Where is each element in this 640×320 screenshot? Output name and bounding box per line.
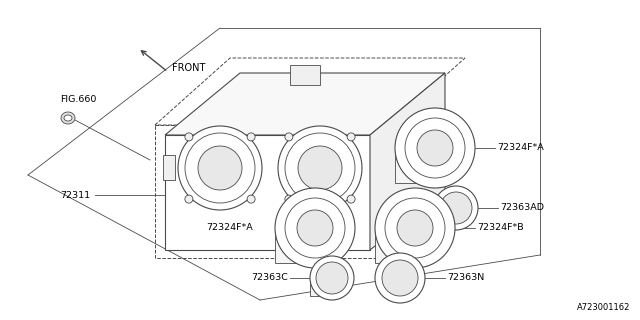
Ellipse shape (247, 195, 255, 203)
Ellipse shape (298, 146, 342, 190)
Ellipse shape (316, 262, 348, 294)
Bar (275, 228, 315, 263)
Ellipse shape (285, 195, 293, 203)
Ellipse shape (347, 133, 355, 141)
Ellipse shape (64, 115, 72, 121)
Ellipse shape (382, 260, 418, 296)
Polygon shape (165, 135, 370, 250)
Ellipse shape (247, 133, 255, 141)
Ellipse shape (347, 195, 355, 203)
Ellipse shape (375, 188, 455, 268)
Ellipse shape (297, 210, 333, 246)
Text: 72311: 72311 (60, 190, 90, 199)
Text: 72363AD: 72363AD (500, 204, 544, 212)
Ellipse shape (417, 130, 453, 166)
Bar (310, 278, 332, 296)
Ellipse shape (198, 146, 242, 190)
Polygon shape (370, 73, 445, 250)
Ellipse shape (185, 195, 193, 203)
Text: FRONT: FRONT (172, 63, 205, 73)
Text: A723001162: A723001162 (577, 303, 630, 313)
Ellipse shape (434, 186, 478, 230)
Ellipse shape (275, 188, 355, 268)
Polygon shape (165, 73, 445, 135)
Ellipse shape (285, 133, 293, 141)
Text: 72324F*A: 72324F*A (206, 223, 253, 233)
Bar (290, 65, 320, 85)
Bar (434, 208, 456, 226)
Text: FIG.660: FIG.660 (60, 95, 97, 105)
Bar (375, 228, 415, 263)
Ellipse shape (278, 126, 362, 210)
Text: 72324F*A: 72324F*A (497, 143, 544, 153)
Ellipse shape (61, 112, 75, 124)
Bar (163, 155, 175, 180)
Ellipse shape (440, 192, 472, 224)
Text: 72324F*B: 72324F*B (477, 223, 524, 233)
Text: 72363C: 72363C (251, 274, 288, 283)
Ellipse shape (397, 210, 433, 246)
Bar (395, 148, 435, 183)
Ellipse shape (185, 133, 193, 141)
Text: 72363N: 72363N (447, 274, 484, 283)
Ellipse shape (178, 126, 262, 210)
Ellipse shape (375, 253, 425, 303)
Ellipse shape (310, 256, 354, 300)
Ellipse shape (395, 108, 475, 188)
